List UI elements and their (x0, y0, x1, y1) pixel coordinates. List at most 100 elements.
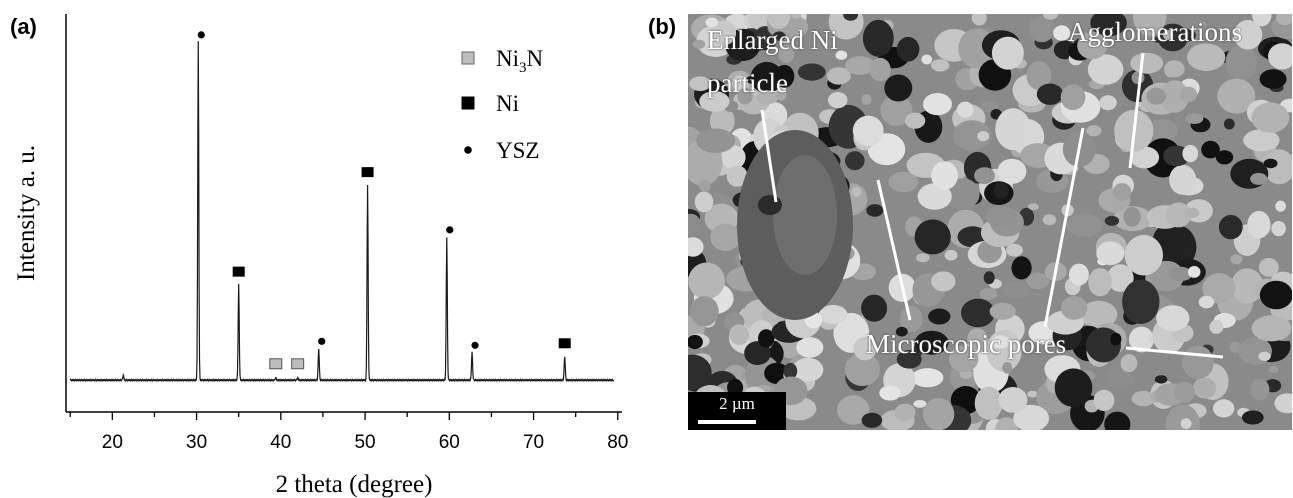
grain (983, 271, 995, 285)
grain (726, 165, 748, 187)
grain (1129, 146, 1160, 169)
grain (995, 108, 1031, 151)
grain (844, 352, 880, 386)
grain (1176, 29, 1196, 42)
grain (880, 94, 913, 126)
grain (1230, 268, 1264, 304)
grain (1276, 14, 1292, 26)
grain (792, 357, 824, 382)
grain (1036, 83, 1064, 105)
ni3n-peak-marker (269, 358, 283, 370)
ni-peak-marker (232, 266, 245, 277)
grain (1110, 332, 1122, 346)
grain (1002, 280, 1029, 299)
grain (694, 191, 714, 213)
grain (974, 386, 1003, 420)
grain (921, 54, 933, 65)
grain (944, 249, 958, 261)
grain (1002, 362, 1013, 374)
grain (688, 237, 704, 257)
grain (818, 305, 848, 324)
grain (1263, 158, 1278, 169)
legend-marker (464, 146, 472, 154)
grain (710, 223, 741, 252)
grain (1250, 378, 1270, 401)
grain (826, 67, 851, 85)
grain (1233, 20, 1263, 50)
sem-micrograph (688, 14, 1292, 430)
grain (991, 335, 1010, 349)
grain (1087, 54, 1124, 85)
grain (1218, 214, 1243, 240)
grain (1088, 268, 1112, 297)
grain (1042, 214, 1057, 226)
grain (1068, 263, 1089, 286)
grain (1160, 80, 1189, 113)
grain (979, 288, 998, 300)
grain (1213, 399, 1235, 418)
grain (895, 326, 908, 337)
grain (1054, 368, 1093, 408)
grain (861, 294, 888, 322)
grain (729, 324, 750, 346)
grain (896, 36, 920, 62)
x-tick-label: 60 (439, 432, 460, 453)
grain (1112, 183, 1132, 201)
grain (775, 89, 787, 101)
grain (1011, 256, 1032, 280)
grain (766, 14, 791, 29)
scale-bar-box: 2 µm (688, 392, 786, 430)
grain (1154, 375, 1168, 384)
grain (1124, 234, 1164, 276)
legend-label: YSZ (496, 138, 539, 163)
grain (1247, 210, 1271, 239)
grain (1169, 164, 1197, 195)
grain (1268, 43, 1292, 70)
grain (913, 400, 927, 408)
grain (797, 63, 826, 81)
grain (1230, 254, 1243, 265)
grain (689, 76, 711, 91)
grain (845, 56, 876, 75)
ysz-peak-marker (197, 31, 205, 39)
grain (778, 44, 795, 64)
grain (845, 151, 865, 171)
grain (1079, 300, 1118, 329)
grain (1251, 102, 1290, 133)
grain (1104, 215, 1120, 226)
ysz-peak-marker (446, 226, 454, 234)
x-tick-label: 30 (186, 432, 207, 453)
grain (853, 337, 877, 361)
grain (916, 253, 930, 263)
grain (1263, 149, 1292, 185)
grain (1271, 220, 1286, 237)
ni-peak-marker (558, 338, 571, 349)
grain (837, 395, 870, 425)
grain (1185, 207, 1200, 218)
grain (698, 179, 711, 192)
grain (1209, 319, 1224, 334)
scale-bar (698, 420, 756, 424)
grain (1066, 213, 1103, 237)
grain (931, 161, 958, 191)
grain (1180, 418, 1192, 429)
grain (911, 368, 944, 388)
grain (1123, 207, 1141, 227)
grain (737, 87, 753, 105)
grain (710, 20, 737, 46)
grain (758, 329, 775, 348)
grain (923, 93, 952, 116)
grain (1192, 377, 1217, 399)
grain (1202, 273, 1236, 304)
grain (1238, 337, 1272, 366)
grain (948, 345, 979, 373)
grain (862, 19, 894, 57)
grain (1157, 23, 1188, 52)
grain (1042, 14, 1059, 20)
annotation-enlarged: Enlarged Ni (707, 25, 838, 55)
panel-label-a: (a) (10, 14, 37, 39)
x-axis-label: 2 theta (degree) (276, 471, 433, 498)
grain (1162, 29, 1174, 40)
legend-label: Ni (496, 91, 519, 116)
